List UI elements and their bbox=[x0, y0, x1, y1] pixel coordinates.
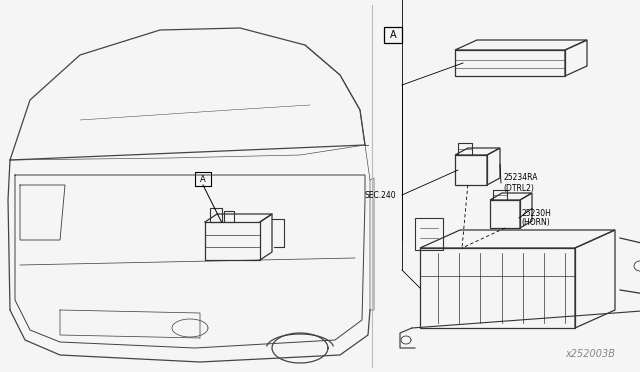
Text: (DTRL2): (DTRL2) bbox=[503, 183, 534, 192]
Text: 25230H: 25230H bbox=[521, 208, 551, 218]
Text: 25234RA: 25234RA bbox=[503, 173, 538, 183]
Text: x252003B: x252003B bbox=[565, 349, 615, 359]
Text: (HORN): (HORN) bbox=[521, 218, 550, 228]
Text: A: A bbox=[200, 174, 206, 183]
Text: SEC.240: SEC.240 bbox=[364, 190, 396, 199]
Text: A: A bbox=[390, 30, 396, 40]
